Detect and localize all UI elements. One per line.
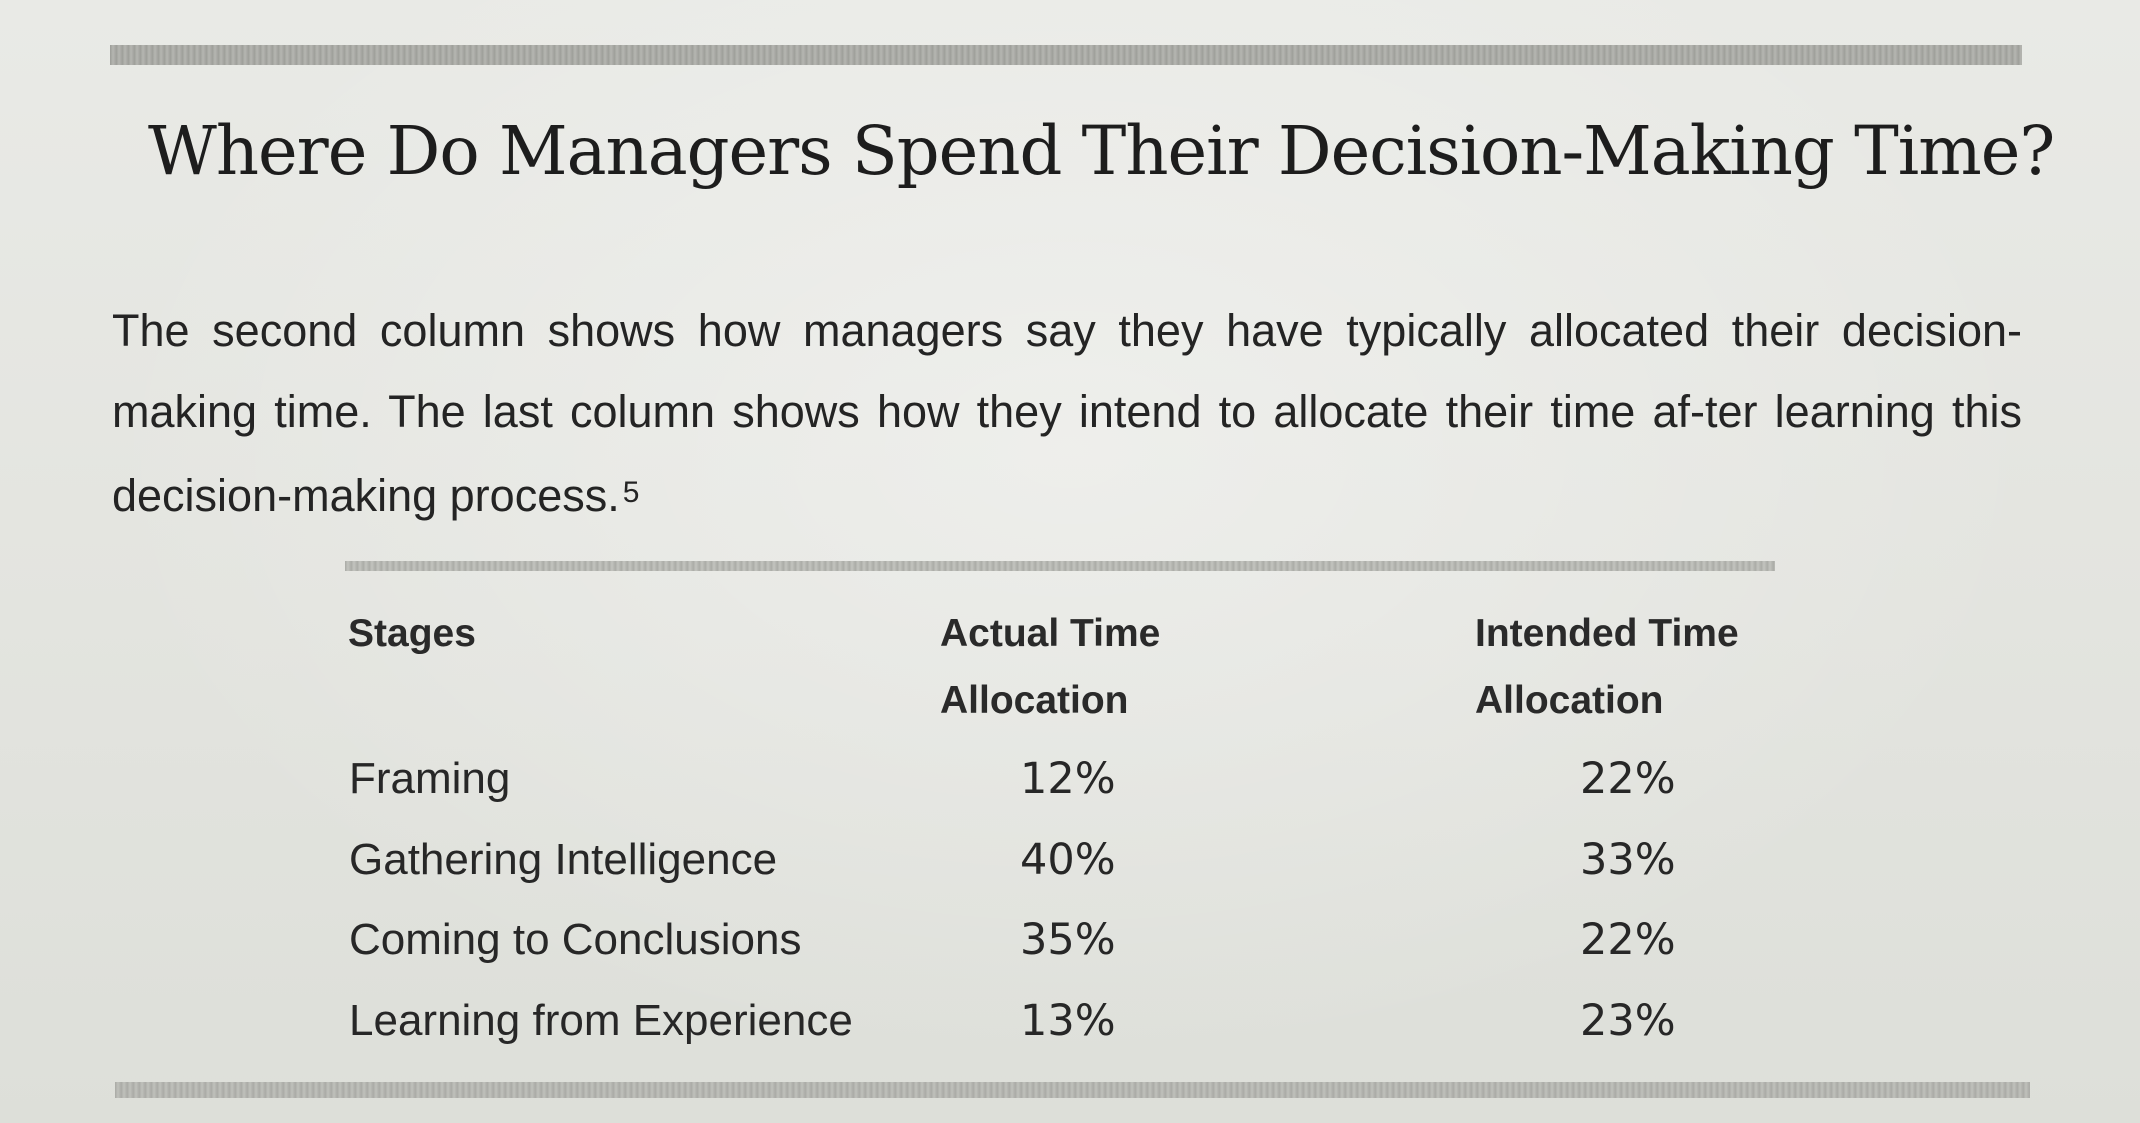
intended-time-cell: 22%: [1580, 915, 1676, 965]
header-intended-line2: Allocation: [1475, 679, 1664, 722]
actual-time-cell: 13%: [1020, 996, 1116, 1046]
table-row: Learning from Experience 13% 23%: [345, 983, 1795, 1059]
stage-cell: Gathering Intelligence: [349, 835, 778, 884]
table-row: Framing 12% 22%: [345, 741, 1795, 817]
page-title: Where Do Managers Spend Their Decision-M…: [148, 112, 2055, 190]
intro-paragraph: The second column shows how managers say…: [112, 290, 2022, 536]
intended-time-cell: 33%: [1580, 835, 1676, 885]
header-intended-line1: Intended Time: [1475, 612, 1739, 655]
header-actual-line1: Actual Time: [940, 612, 1161, 655]
table-row: Coming to Conclusions 35% 22%: [345, 902, 1795, 978]
header-actual-time: Actual Time Allocation: [940, 600, 1360, 734]
footnote-marker: 5: [622, 476, 640, 509]
bottom-rule: [115, 1082, 2030, 1098]
table-row: Gathering Intelligence 40% 33%: [345, 822, 1795, 898]
intro-text: The second column shows how managers say…: [112, 305, 2022, 521]
header-stages: Stages: [348, 612, 476, 655]
time-allocation-table: Stages Actual Time Allocation Intended T…: [345, 600, 1795, 1050]
actual-time-cell: 12%: [1020, 754, 1116, 804]
header-intended-time: Intended Time Allocation: [1475, 600, 1925, 734]
stage-cell: Coming to Conclusions: [349, 915, 802, 964]
top-rule: [110, 45, 2022, 65]
actual-time-cell: 35%: [1020, 915, 1116, 965]
actual-time-cell: 40%: [1020, 835, 1116, 885]
intended-time-cell: 22%: [1580, 754, 1676, 804]
stage-cell: Framing: [349, 754, 511, 803]
intended-time-cell: 23%: [1580, 996, 1676, 1046]
table-top-rule: [345, 561, 1775, 571]
header-actual-line2: Allocation: [940, 679, 1129, 722]
stage-cell: Learning from Experience: [349, 996, 853, 1045]
